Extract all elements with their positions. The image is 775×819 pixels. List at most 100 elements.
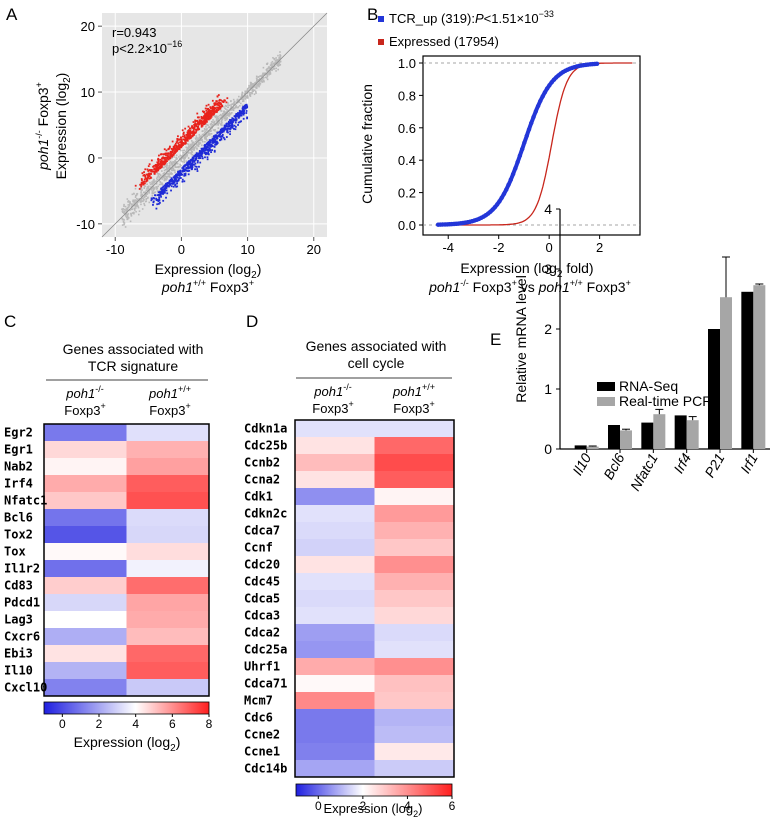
point-down — [152, 203, 154, 206]
point-neutral — [231, 103, 233, 106]
point-down — [208, 143, 211, 145]
point-down — [176, 176, 179, 179]
point-neutral — [272, 56, 274, 59]
panel-a-scatter: -10 0 10 20 -10 0 10 20 r=0.943 p<2.2×10−16 Exp… — [34, 12, 328, 295]
point-neutral — [125, 209, 127, 212]
point-neutral — [174, 161, 176, 163]
point-up — [219, 103, 222, 106]
point-neutral — [167, 167, 170, 170]
point-up — [170, 150, 173, 153]
point-up — [189, 134, 192, 137]
point-down — [187, 165, 189, 168]
x-tick-label-2: 10 — [240, 242, 254, 257]
point-neutral — [206, 135, 208, 138]
point-down — [160, 189, 163, 191]
point-up — [209, 117, 212, 119]
point-neutral — [261, 78, 263, 81]
point-neutral — [279, 54, 282, 57]
point-down — [174, 180, 176, 183]
point-neutral — [152, 188, 155, 191]
point-neutral — [174, 166, 177, 168]
point-down — [166, 182, 169, 184]
heatmap-cell-mcm7-1 — [374, 692, 455, 710]
point-up — [164, 159, 167, 162]
point-neutral — [163, 172, 166, 174]
point-neutral — [174, 162, 176, 165]
point-up — [159, 153, 162, 156]
point-up — [217, 106, 220, 109]
colorbar-tick-label-2: 4 — [404, 799, 411, 813]
point-down — [216, 141, 219, 144]
point-down — [175, 185, 178, 188]
point-neutral — [213, 122, 216, 125]
point-down — [232, 119, 234, 122]
point-up — [180, 136, 182, 139]
point-neutral — [195, 143, 198, 146]
point-neutral — [153, 182, 155, 184]
point-up — [169, 153, 172, 156]
point-down — [162, 199, 165, 202]
point-up — [212, 108, 215, 111]
point-down — [183, 168, 185, 171]
point-down — [222, 136, 225, 139]
point-neutral — [273, 58, 276, 61]
point-down — [172, 185, 175, 188]
point-down — [233, 115, 236, 118]
point-up — [162, 153, 165, 156]
point-up — [202, 121, 205, 124]
point-neutral — [134, 207, 137, 209]
heatmap-cell-pdcd1-1 — [126, 594, 210, 612]
point-neutral — [204, 135, 207, 137]
point-down — [165, 189, 168, 192]
point-neutral — [140, 203, 142, 206]
point-up — [195, 129, 198, 132]
point-neutral — [151, 192, 154, 195]
point-down — [164, 186, 167, 188]
point-down — [175, 176, 177, 178]
point-down — [187, 173, 190, 176]
point-neutral — [202, 130, 204, 132]
point-neutral — [197, 139, 199, 142]
point-up — [147, 170, 150, 172]
point-up — [206, 111, 209, 114]
point-neutral — [152, 181, 154, 184]
row-label-il10: Il10 — [4, 664, 33, 678]
point-neutral — [166, 175, 168, 178]
point-down — [204, 148, 207, 150]
point-up — [196, 122, 199, 125]
point-neutral — [204, 129, 206, 131]
point-up — [178, 144, 181, 146]
point-neutral — [205, 133, 208, 136]
point-up — [154, 163, 157, 166]
point-up — [144, 174, 147, 177]
point-neutral — [217, 119, 220, 122]
point-neutral — [233, 102, 236, 105]
point-neutral — [229, 113, 231, 115]
point-down — [240, 112, 243, 115]
heatmap-c-col2-header: poh1+/+ — [148, 384, 191, 401]
point-neutral — [167, 175, 170, 178]
point-down — [208, 147, 211, 149]
point-neutral — [129, 202, 131, 205]
point-down — [204, 153, 207, 156]
point-neutral — [183, 149, 186, 152]
point-up — [187, 135, 189, 138]
point-up — [155, 168, 158, 171]
point-neutral — [139, 201, 142, 203]
point-down — [211, 137, 214, 140]
point-neutral — [198, 134, 201, 136]
point-down — [214, 135, 217, 138]
point-neutral — [248, 87, 250, 89]
point-neutral — [254, 83, 256, 85]
point-down — [246, 117, 248, 120]
heatmap-c-border — [43, 423, 210, 697]
point-up — [205, 112, 208, 115]
row-label-cd83: Cd83 — [4, 579, 33, 593]
point-neutral — [155, 180, 158, 183]
point-neutral — [268, 73, 270, 76]
point-neutral — [132, 200, 134, 203]
point-up — [157, 166, 160, 169]
point-neutral — [123, 212, 125, 214]
point-neutral — [137, 198, 140, 201]
point-down — [203, 152, 206, 154]
